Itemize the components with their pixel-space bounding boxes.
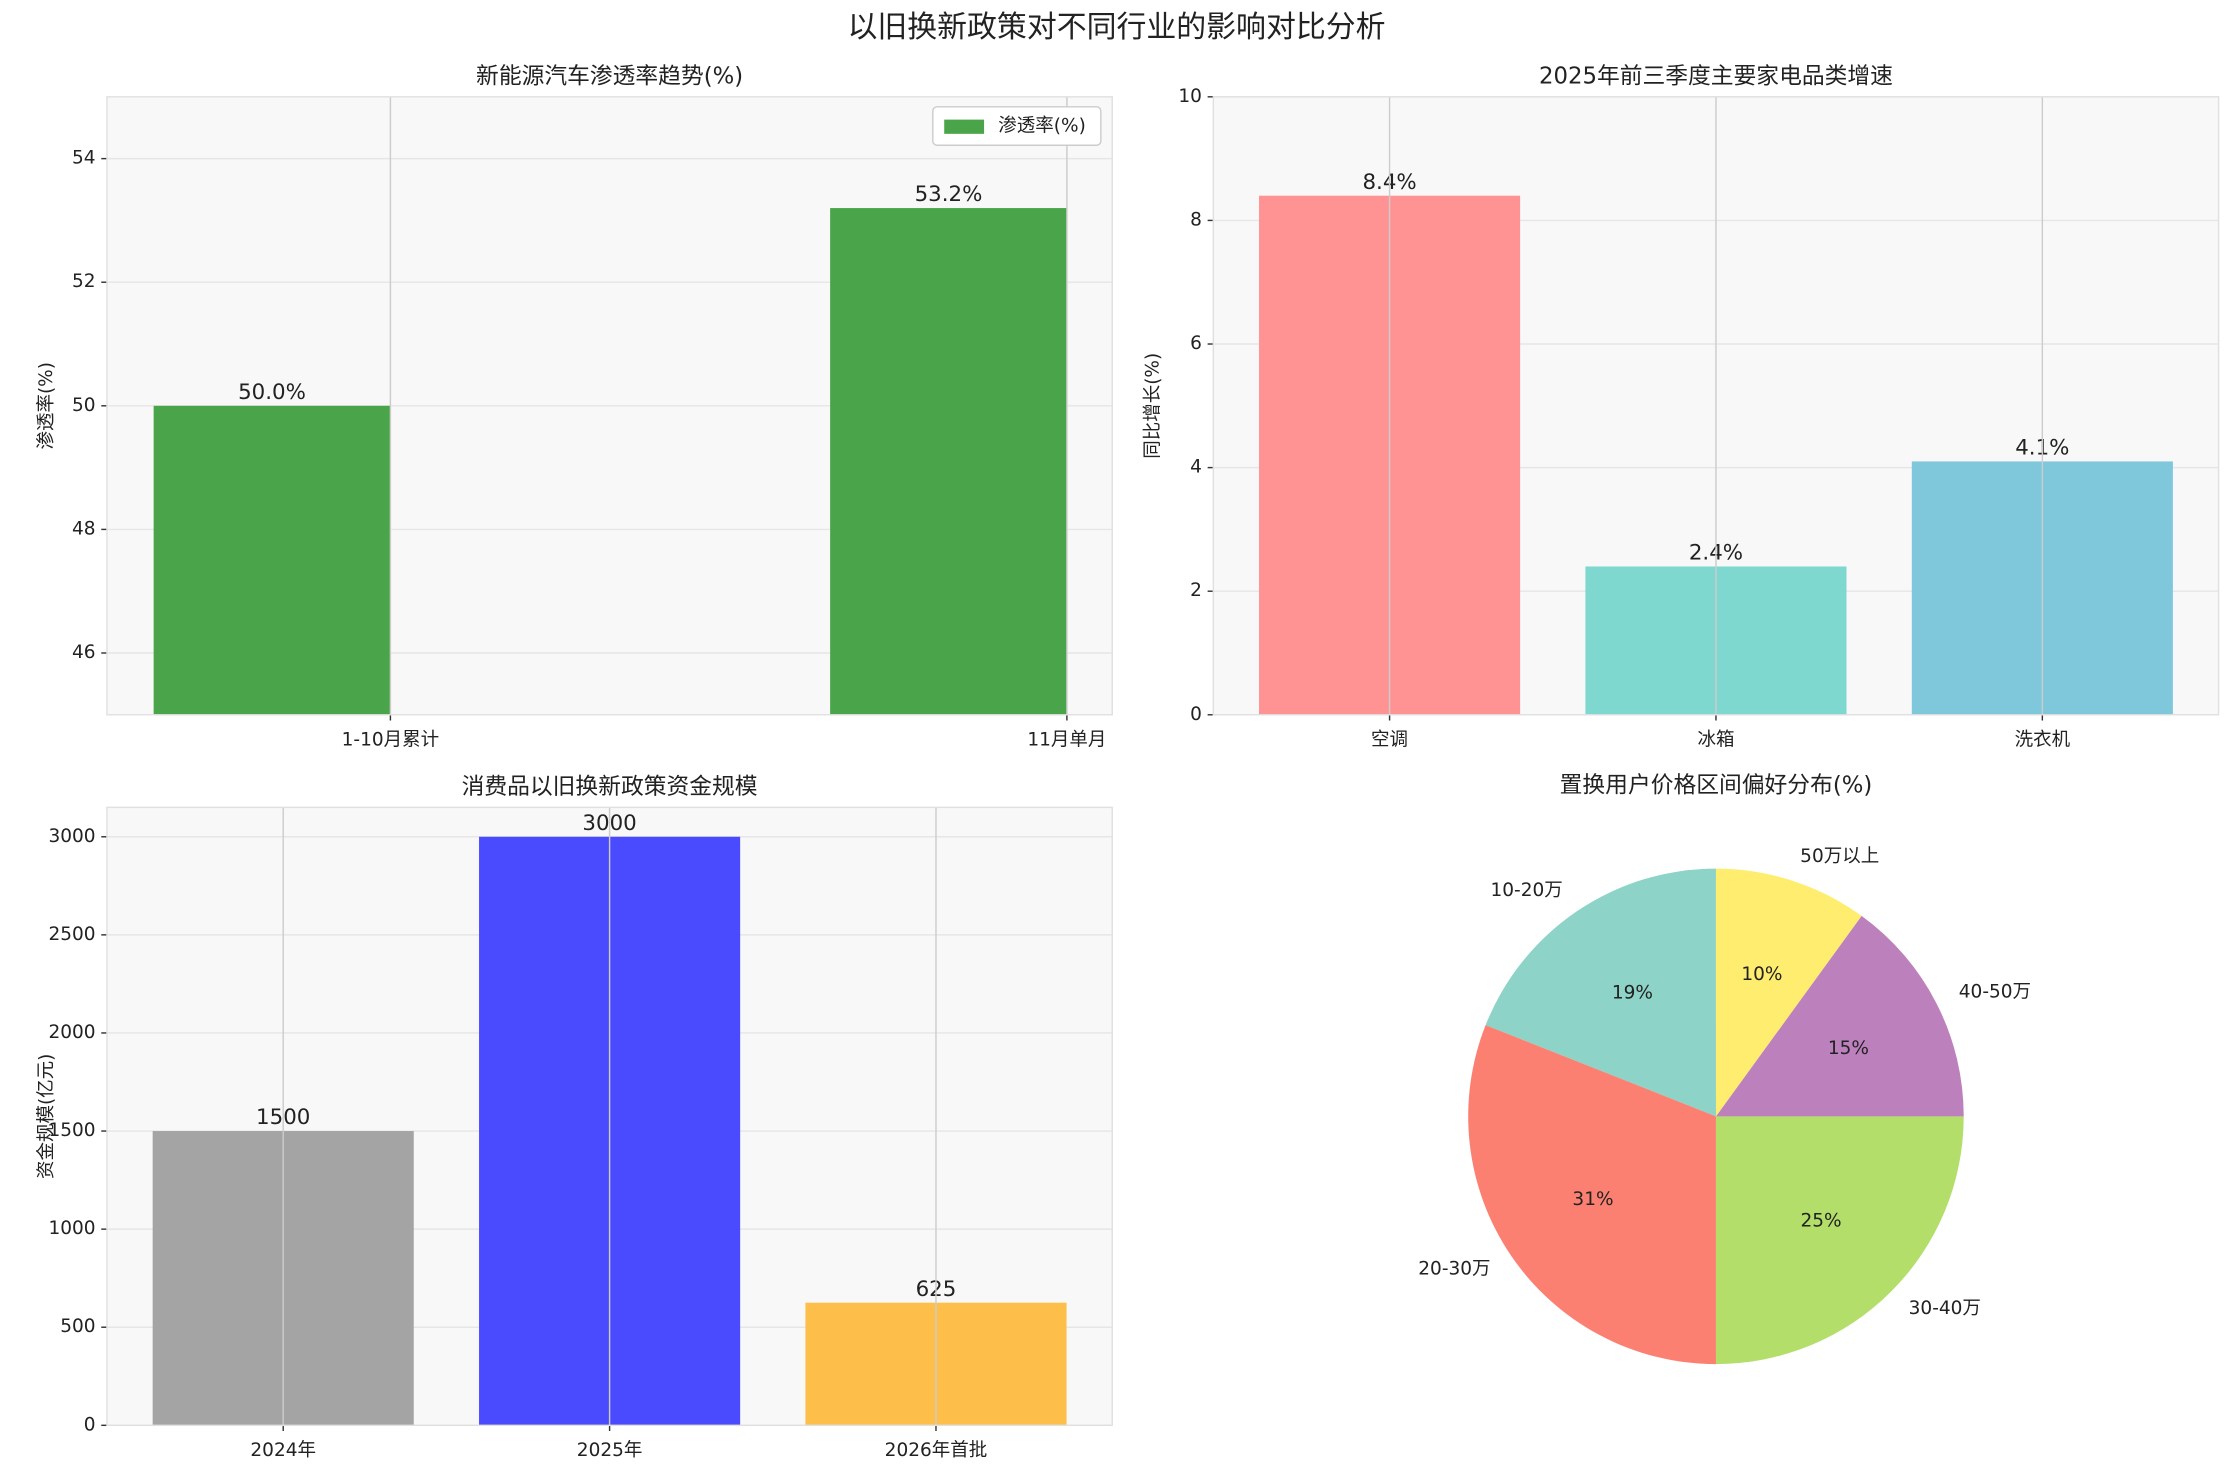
y-tick-label: 8 [1190,209,1202,230]
y-tick-label: 0 [1190,704,1202,725]
value-label: 53.2% [915,182,983,207]
pie-pct: 15% [1828,1038,1869,1059]
chart-title: 新能源汽车渗透率趋势(%) [476,63,743,89]
y-tick-label: 2 [1190,580,1202,601]
x-tick-label: 洗衣机 [2015,729,2071,750]
x-tick-label: 11月单月 [1027,729,1106,750]
bar [830,208,1067,715]
pie-pct: 10% [1741,964,1782,985]
y-tick-label: 52 [72,271,96,292]
pie-label: 40-50万 [1959,982,2031,1003]
pie-slice [1715,915,1964,1117]
legend-box [932,106,1102,146]
pie-label: 50万以上 [1800,846,1879,867]
plot-frame [1212,96,2220,716]
value-label: 50.0% [238,380,306,405]
legend-swatch [944,119,985,134]
pie-pct: 19% [1612,982,1653,1003]
pie-pct: 31% [1572,1189,1613,1210]
y-tick-label: 10 [1178,86,1202,107]
pie-label: 30-40万 [1909,1298,1981,1319]
x-tick-label: 2026年首批 [885,1440,988,1461]
y-tick-label: 3000 [48,826,95,847]
plot-frame [106,96,1113,716]
y-tick-label: 2000 [48,1022,95,1043]
x-tick-label: 2024年 [250,1440,316,1461]
pie-slice [1485,868,1716,1117]
y-tick-label: 48 [72,518,96,539]
pie-slice [1715,868,1862,1117]
pie-slice [1715,1116,1964,1365]
chart-title: 置换用户价格区间偏好分布(%) [1560,772,1873,798]
x-tick-label: 空调 [1371,729,1408,750]
y-tick-label: 0 [84,1414,96,1435]
chart-title: 2025年前三季度主要家电品类增速 [1539,63,1893,89]
x-tick-label: 冰箱 [1697,729,1734,750]
plot-frame [106,806,1113,1427]
pie-pct: 25% [1801,1210,1842,1231]
y-tick-label: 46 [72,642,96,663]
y-tick-label: 1500 [48,1120,95,1141]
y-tick-label: 54 [72,148,96,169]
figure-title: 以旧换新政策对不同行业的影响对比分析 [847,10,1385,45]
x-tick-label: 1-10月累计 [342,729,440,750]
x-tick-label: 2025年 [577,1440,643,1461]
legend-label: 渗透率(%) [998,116,1086,137]
y-axis-label: 渗透率(%) [36,362,57,450]
chart-title: 消费品以旧换新政策资金规模 [462,774,758,800]
y-axis-label: 资金规模(亿元) [36,1054,57,1179]
pie-slice [1468,1025,1716,1365]
bar [153,405,391,715]
pie-label: 20-30万 [1418,1259,1490,1280]
y-tick-label: 500 [60,1316,95,1337]
y-tick-label: 4 [1190,457,1202,478]
y-tick-label: 50 [72,395,96,416]
y-tick-label: 2500 [48,924,95,945]
y-axis-label: 同比增长(%) [1143,353,1164,459]
y-tick-label: 1000 [48,1218,95,1239]
pie-label: 10-20万 [1491,880,1563,901]
y-tick-label: 6 [1190,333,1202,354]
